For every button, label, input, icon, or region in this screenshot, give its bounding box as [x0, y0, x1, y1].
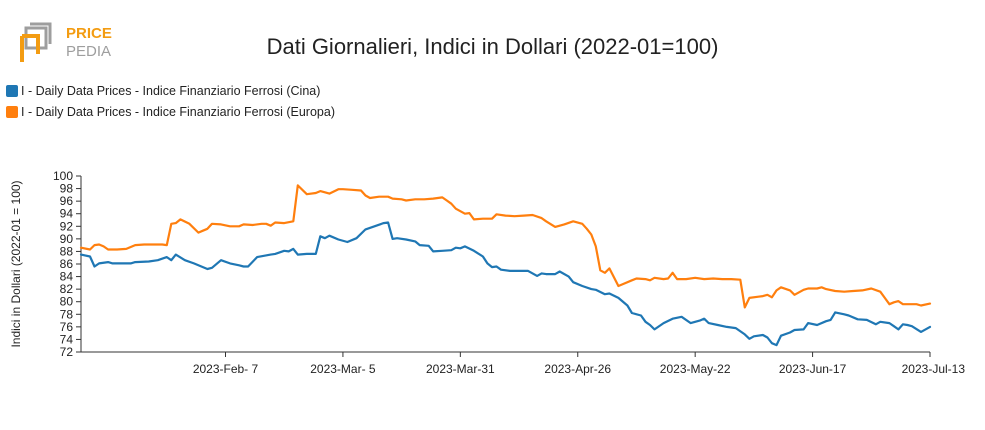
logo-top-word: PRICE	[66, 25, 112, 42]
legend-swatch-cina	[6, 84, 18, 97]
x-tick-label: 2023-Apr-26	[544, 362, 611, 376]
y-tick-label: 94	[60, 207, 74, 221]
series-line-cina	[79, 221, 932, 347]
logo-mark-icon: PRICE PEDIA	[20, 22, 112, 62]
y-tick-label: 96	[60, 194, 74, 208]
legend-item-europa[interactable]: I - Daily Data Prices - Indice Finanziar…	[6, 101, 335, 122]
y-tick-label: 76	[60, 320, 74, 334]
y-tick-label: 74	[60, 332, 74, 346]
logo-bottom-word: PEDIA	[66, 43, 111, 60]
x-tick-label: 2023-Jun-17	[779, 362, 847, 376]
y-tick-label: 90	[60, 232, 74, 246]
y-tick-label: 80	[60, 295, 74, 309]
chart-title: Dati Giornalieri, Indici in Dollari (202…	[266, 34, 719, 59]
legend-swatch-europa	[6, 105, 18, 118]
x-tick-label: 2023-Feb- 7	[193, 362, 259, 376]
legend-label-europa: I - Daily Data Prices - Indice Finanziar…	[21, 104, 335, 119]
pricepedia-logo: PRICE PEDIA	[20, 22, 130, 66]
x-tick-label: 2023-Mar-31	[426, 362, 495, 376]
x-tick-label: 2023-Jul-13	[902, 362, 966, 376]
y-tick-label: 88	[60, 244, 74, 258]
y-tick-label: 98	[60, 182, 74, 196]
series-line-europa	[79, 184, 932, 309]
legend-item-cina[interactable]: I - Daily Data Prices - Indice Finanziar…	[6, 80, 335, 101]
x-tick-label: 2023-Mar- 5	[310, 362, 376, 376]
y-tick-label: 78	[60, 307, 74, 321]
chart-legend: I - Daily Data Prices - Indice Finanziar…	[6, 80, 335, 122]
x-tick-label: 2023-May-22	[660, 362, 731, 376]
y-tick-label: 84	[60, 270, 74, 284]
legend-label-cina: I - Daily Data Prices - Indice Finanziar…	[21, 83, 321, 98]
y-axis-label: Indici in Dollari (2022-01 = 100)	[9, 180, 23, 347]
y-tick-label: 72	[60, 345, 74, 359]
y-tick-label: 86	[60, 257, 74, 271]
y-tick-label: 82	[60, 282, 74, 296]
y-tick-label: 100	[53, 169, 73, 183]
y-tick-label: 92	[60, 219, 74, 233]
